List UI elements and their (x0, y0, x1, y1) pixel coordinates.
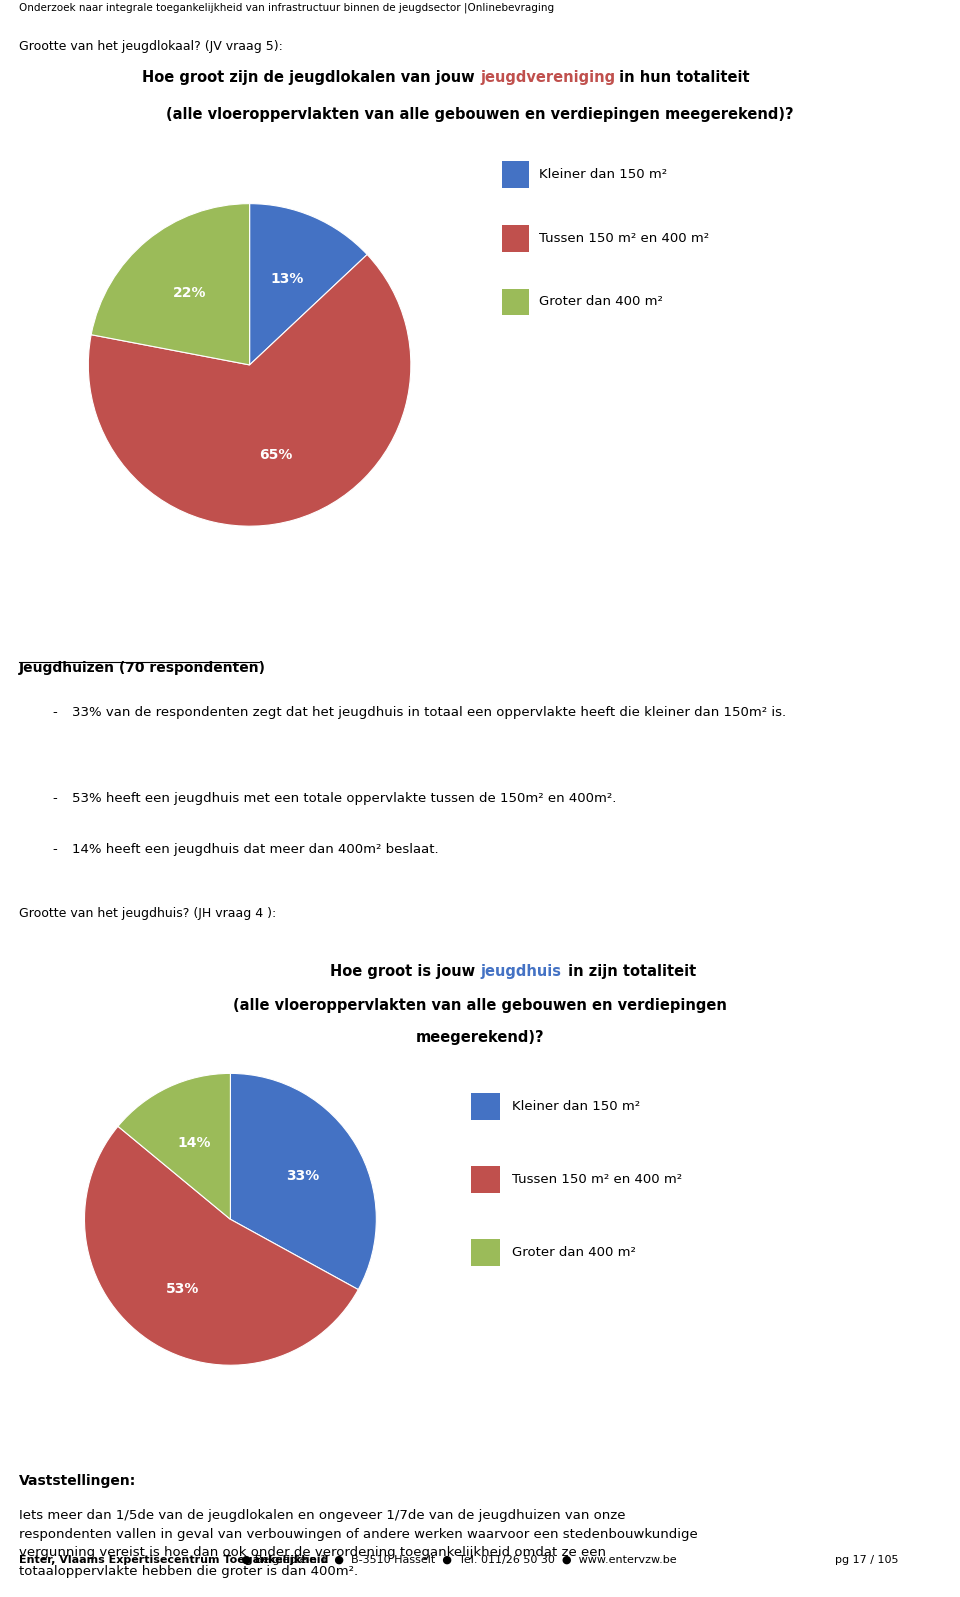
Text: Groter dan 400 m²: Groter dan 400 m² (512, 1246, 636, 1260)
Text: Grootte van het jeugdlokaal? (JV vraag 5):: Grootte van het jeugdlokaal? (JV vraag 5… (19, 40, 283, 53)
Text: Groter dan 400 m²: Groter dan 400 m² (540, 295, 663, 308)
Text: Kleiner dan 150 m²: Kleiner dan 150 m² (540, 168, 667, 180)
Text: 33% van de respondenten zegt dat het jeugdhuis in totaal een oppervlakte heeft d: 33% van de respondenten zegt dat het jeu… (72, 706, 786, 719)
Text: -: - (53, 792, 58, 805)
Text: 14%: 14% (178, 1135, 211, 1150)
Text: 53% heeft een jeugdhuis met een totale oppervlakte tussen de 150m² en 400m².: 53% heeft een jeugdhuis met een totale o… (72, 792, 616, 805)
Text: (alle vloeroppervlakten van alle gebouwen en verdiepingen meegerekend)?: (alle vloeroppervlakten van alle gebouwe… (166, 107, 794, 121)
FancyBboxPatch shape (471, 1166, 500, 1193)
Text: 14% heeft een jeugdhuis dat meer dan 400m² beslaat.: 14% heeft een jeugdhuis dat meer dan 400… (72, 843, 439, 856)
Text: -: - (53, 706, 58, 719)
Text: 33%: 33% (287, 1169, 320, 1183)
Text: Jeugdhuizen (70 respondenten): Jeugdhuizen (70 respondenten) (19, 661, 266, 676)
Text: Tussen 150 m² en 400 m²: Tussen 150 m² en 400 m² (512, 1174, 682, 1187)
Text: in zijn totaliteit: in zijn totaliteit (563, 965, 696, 979)
Text: jeugdhuis: jeugdhuis (480, 965, 561, 979)
Text: -: - (53, 843, 58, 856)
Text: Tussen 150 m² en 400 m²: Tussen 150 m² en 400 m² (540, 232, 709, 244)
Text: Iets meer dan 1/5de van de jeugdlokalen en ongeveer 1/7de van de jeugdhuizen van: Iets meer dan 1/5de van de jeugdlokalen … (19, 1509, 698, 1578)
Text: Hoe groot is jouw: Hoe groot is jouw (329, 965, 480, 979)
Wedge shape (88, 254, 411, 525)
Text: 65%: 65% (259, 447, 293, 462)
FancyBboxPatch shape (471, 1092, 500, 1119)
Text: in hun totaliteit: in hun totaliteit (614, 70, 750, 85)
FancyBboxPatch shape (502, 161, 529, 188)
Text: ● Belgiëplein 1  ●  B-3510 Hasselt  ●  Tel. 011/26 50 30  ●  www.entervzw.be: ● Belgiëplein 1 ● B-3510 Hasselt ● Tel. … (238, 1555, 677, 1565)
FancyBboxPatch shape (502, 225, 529, 251)
Text: pg 17 / 105: pg 17 / 105 (835, 1555, 899, 1565)
Text: meegerekend)?: meegerekend)? (416, 1030, 544, 1044)
Wedge shape (250, 204, 367, 364)
FancyBboxPatch shape (502, 289, 529, 315)
Text: 53%: 53% (166, 1282, 200, 1297)
Text: jeugdvereniging: jeugdvereniging (480, 70, 615, 85)
Text: Hoe groot zijn de jeugdlokalen van jouw: Hoe groot zijn de jeugdlokalen van jouw (142, 70, 480, 85)
FancyBboxPatch shape (471, 1239, 500, 1266)
Text: Grootte van het jeugdhuis? (JH vraag 4 ):: Grootte van het jeugdhuis? (JH vraag 4 )… (19, 907, 276, 920)
Wedge shape (230, 1073, 376, 1290)
Text: Vaststellingen:: Vaststellingen: (19, 1474, 136, 1488)
Text: 22%: 22% (173, 286, 206, 300)
Wedge shape (91, 204, 250, 364)
Wedge shape (118, 1073, 230, 1220)
Text: Enter, Vlaams Expertisecentrum Toegankelijkheid: Enter, Vlaams Expertisecentrum Toegankel… (19, 1555, 328, 1565)
Text: 13%: 13% (270, 271, 303, 286)
Wedge shape (84, 1126, 358, 1365)
Text: (alle vloeroppervlakten van alle gebouwen en verdiepingen: (alle vloeroppervlakten van alle gebouwe… (233, 998, 727, 1012)
Text: Kleiner dan 150 m²: Kleiner dan 150 m² (512, 1100, 640, 1113)
Text: Onderzoek naar integrale toegankelijkheid van infrastructuur binnen de jeugdsect: Onderzoek naar integrale toegankelijkhei… (19, 2, 554, 13)
